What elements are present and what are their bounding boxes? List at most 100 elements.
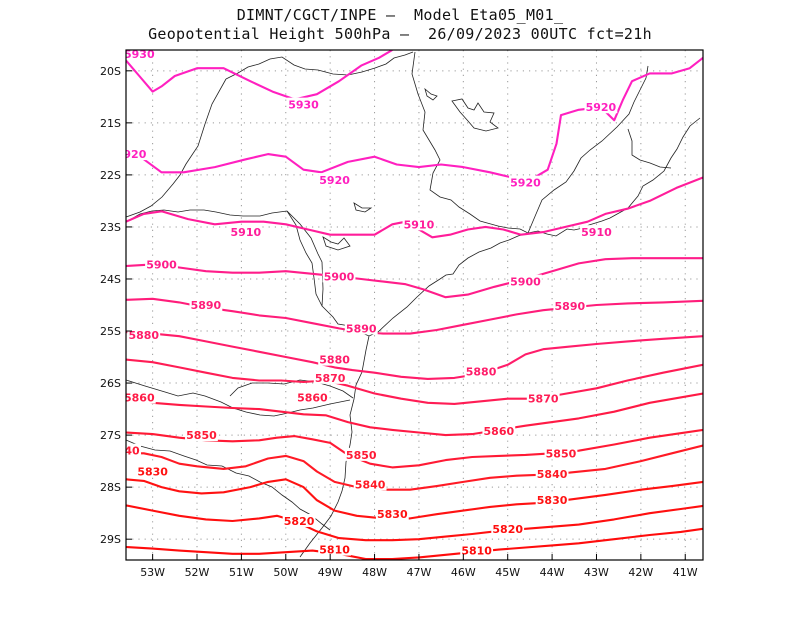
contour-label-bg — [126, 443, 142, 457]
contour-label: 5810 — [319, 544, 350, 557]
contour-label: 5860 — [484, 425, 515, 438]
contour-label-bg — [318, 542, 352, 556]
contour-label-bg — [126, 147, 148, 161]
contour-label-bg — [402, 217, 436, 231]
title-line-2: Geopotential Height 500hPa – 26/09/2023 … — [148, 25, 652, 43]
x-tick-label: 53W — [140, 566, 165, 579]
contour-label-bg — [509, 274, 542, 288]
contour-label-bg — [460, 543, 494, 557]
contour-label-bg — [553, 299, 587, 313]
contour-label-bg — [375, 507, 409, 521]
coastline — [286, 117, 701, 337]
contour-label-bg — [464, 364, 498, 378]
contour-line-5830 — [126, 478, 703, 520]
contour-label: 5890 — [346, 322, 377, 335]
y-tick-label: 25S — [100, 325, 121, 338]
contour-label-bg — [189, 298, 223, 311]
contour-label: 5850 — [346, 449, 377, 462]
contour-label: 5920 — [586, 101, 617, 114]
contour-label: 5870 — [528, 393, 559, 406]
state-border-4 — [527, 65, 649, 234]
x-tick-label: 43W — [584, 566, 609, 579]
country-border — [126, 439, 331, 531]
contour-label: 840 — [117, 445, 140, 458]
state-border-1 — [225, 51, 414, 80]
contour-label-bg — [127, 328, 161, 342]
lake-2 — [322, 236, 351, 251]
contour-line-5920 — [126, 56, 703, 182]
x-tick-label: 46W — [451, 566, 476, 579]
contour-label-bg — [287, 97, 320, 111]
contour-label: 5820 — [284, 515, 315, 528]
contour-label: 5810 — [461, 545, 492, 558]
contour-line-5860 — [126, 392, 703, 437]
contour-label-bg — [282, 513, 316, 527]
y-tick-label: 20S — [100, 65, 121, 78]
contour-label-bg — [229, 225, 263, 239]
contour-label: 5830 — [377, 508, 408, 521]
contour-label-bg — [526, 391, 560, 405]
contour-label-bg — [580, 225, 613, 239]
contour-label: 5840 — [355, 479, 386, 492]
contour-label: 920 — [123, 148, 146, 161]
contour-label: 5910 — [404, 218, 435, 231]
y-tick-label: 23S — [100, 221, 121, 234]
x-tick-label: 52W — [185, 566, 210, 579]
contour-label-bg — [296, 390, 329, 404]
contour-label: 5900 — [510, 276, 541, 289]
contour-label: 5830 — [137, 466, 168, 479]
state-border-5 — [627, 128, 672, 169]
contour-line-5810 — [126, 527, 703, 560]
x-tick-label: 48W — [362, 566, 387, 579]
contour-label: 5920 — [510, 177, 541, 190]
y-tick-label: 24S — [100, 273, 121, 286]
contour-label: 5840 — [537, 468, 568, 481]
contour-label-bg — [136, 464, 170, 478]
contour-label: 5880 — [466, 366, 497, 379]
contour-label-bg — [509, 175, 542, 189]
title-line-1: DIMNT/CGCT/INPE – Model Eta05_M01_ — [236, 6, 564, 24]
y-tick-label: 22S — [100, 169, 121, 182]
contour-label-bg — [313, 370, 347, 384]
x-tick-label: 44W — [540, 566, 565, 579]
contour-label: 5880 — [128, 329, 159, 342]
contour-label-bg — [344, 447, 378, 461]
contour-label: 5930 — [124, 48, 155, 61]
contour-label: 5870 — [315, 372, 346, 385]
plot-frame — [125, 49, 704, 561]
contour-line-5870 — [126, 358, 703, 405]
contour-label: 5900 — [324, 270, 355, 283]
contour-label: 5820 — [492, 523, 523, 536]
state-border-6 — [126, 209, 288, 223]
contour-label: 5850 — [186, 429, 217, 442]
contour-label-bg — [535, 493, 569, 507]
contour-label: 5910 — [231, 226, 262, 239]
state-border-2 — [126, 78, 227, 218]
lake-4 — [424, 87, 438, 101]
contour-label-bg — [535, 467, 569, 481]
contour-label: 5920 — [319, 174, 350, 187]
contour-line-5880 — [126, 331, 703, 380]
contour-label: 5910 — [581, 226, 612, 239]
state-border-3 — [411, 51, 529, 234]
lake-1 — [451, 98, 499, 132]
contour-label: 5900 — [146, 258, 177, 271]
y-tick-label: 29S — [100, 533, 121, 546]
contour-line-5840 — [126, 444, 703, 491]
contour-label-bg — [584, 100, 618, 114]
x-tick-label: 41W — [673, 566, 698, 579]
y-tick-label: 26S — [100, 377, 121, 390]
x-tick-label: 49W — [318, 566, 343, 579]
contour-label: 5880 — [319, 354, 350, 367]
contour-label-bg — [185, 428, 218, 442]
contour-label: 5890 — [191, 299, 222, 312]
contour-line-5930 — [126, 50, 393, 101]
contour-label: 5860 — [124, 392, 155, 405]
y-tick-label: 28S — [100, 481, 121, 494]
x-tick-label: 42W — [628, 566, 653, 579]
contour-label-bg — [544, 446, 578, 460]
contour-label-bg — [318, 173, 352, 187]
contour-line-5820 — [126, 504, 703, 542]
contour-label-bg — [344, 321, 378, 335]
